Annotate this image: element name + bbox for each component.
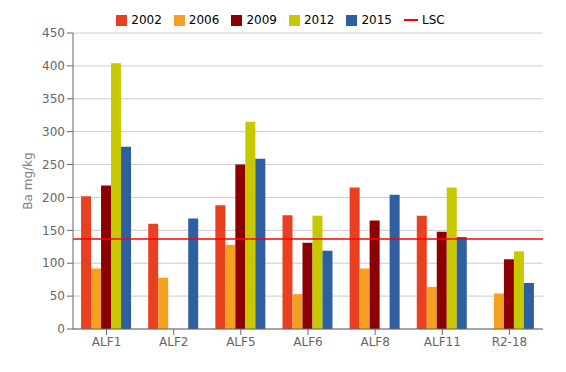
html-text:2009: 2009	[246, 13, 277, 27]
svg-text:200: 200	[42, 191, 65, 205]
svg-text:50: 50	[50, 289, 65, 303]
svg-text:Ba mg/kg: Ba mg/kg	[21, 152, 35, 209]
svg-text:ALF5: ALF5	[226, 335, 255, 349]
svg-text:150: 150	[42, 224, 65, 238]
svg-text:400: 400	[42, 59, 65, 73]
svg-text:100: 100	[42, 256, 65, 270]
svg-text:ALF8: ALF8	[360, 335, 389, 349]
html-text:2015: 2015	[361, 13, 392, 27]
svg-text:ALF2: ALF2	[159, 335, 188, 349]
html-text:2002: 2002	[131, 13, 162, 27]
svg-text:300: 300	[42, 125, 65, 139]
svg-text:350: 350	[42, 92, 65, 106]
svg-text:ALF11: ALF11	[424, 335, 461, 349]
svg-text:ALF1: ALF1	[92, 335, 121, 349]
svg-text:250: 250	[42, 158, 65, 172]
html-text:LSC: LSC	[422, 13, 445, 27]
svg-text:R2-18: R2-18	[492, 335, 528, 349]
html-text:2012: 2012	[303, 13, 335, 27]
svg-text:ALF6: ALF6	[293, 335, 322, 349]
svg-text:450: 450	[42, 26, 65, 40]
html-text:2006: 2006	[188, 13, 220, 27]
svg-text:0: 0	[57, 322, 65, 336]
